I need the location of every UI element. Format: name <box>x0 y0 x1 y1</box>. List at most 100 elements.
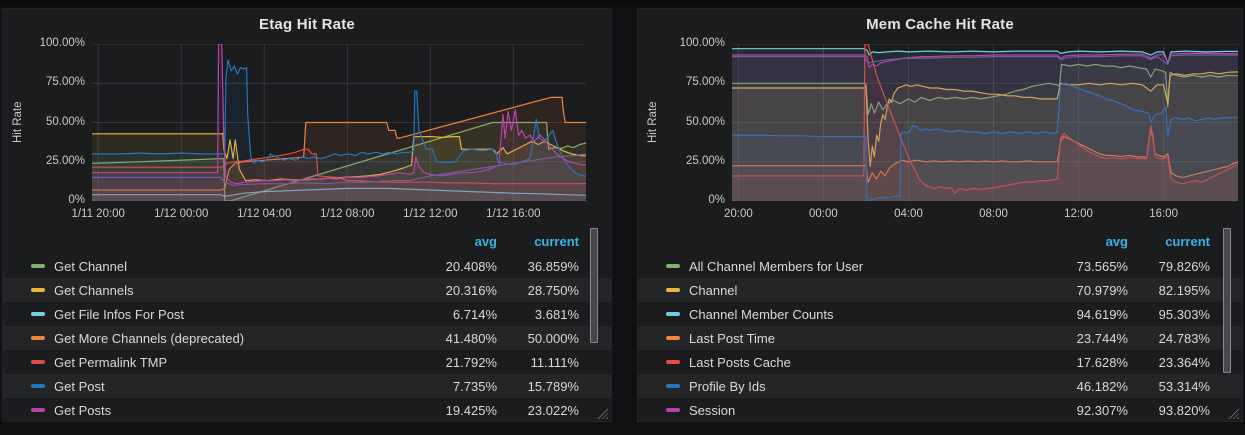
legend-color-swatch[interactable] <box>31 312 45 316</box>
legend-series-name[interactable]: Get File Infos For Post <box>54 306 185 322</box>
x-axis-tick: 1/12 04:00 <box>237 208 292 220</box>
legend-current-value: 95.303% <box>1158 306 1210 322</box>
legend-current-value: 23.022% <box>527 402 579 418</box>
legend-color-swatch[interactable] <box>31 408 45 412</box>
legend-color-swatch[interactable] <box>31 336 45 340</box>
y-axis-label: Hit Rate <box>647 101 659 144</box>
series-line <box>732 52 1238 69</box>
x-axis-tick: 1/12 00:00 <box>154 208 209 220</box>
top-strip <box>0 0 1245 5</box>
legend-series-name[interactable]: Channel <box>689 282 738 298</box>
panel-resize-handle[interactable] <box>597 408 608 419</box>
legend-header-current[interactable]: current <box>534 233 579 249</box>
legend-avg-value: 19.425% <box>445 402 497 418</box>
x-axis-tick: 1/12 12:00 <box>403 208 458 220</box>
series-line <box>92 148 586 185</box>
legend-current-value: 15.789% <box>527 378 579 394</box>
series-fill <box>732 71 1238 201</box>
x-axis-tick: 00:00 <box>809 208 838 220</box>
panel-title[interactable]: Etag Hit Rate <box>259 16 355 33</box>
legend-color-swatch[interactable] <box>666 312 680 316</box>
legend-avg-value: 94.619% <box>1076 306 1128 322</box>
legend-header-avg[interactable]: avg <box>474 233 497 249</box>
legend-series-name[interactable]: Get More Channels (deprecated) <box>54 330 245 346</box>
chart-canvas[interactable] <box>732 44 1238 201</box>
legend-color-swatch[interactable] <box>31 360 45 364</box>
series-fill <box>732 48 1238 201</box>
legend-color-swatch[interactable] <box>666 288 680 292</box>
legend-color-swatch[interactable] <box>666 384 680 388</box>
y-axis-label: Hit Rate <box>12 101 24 144</box>
legend-series-name[interactable]: Get Posts <box>54 402 112 418</box>
legend-row: Profile By Ids 46.182% 53.314% <box>638 374 1242 398</box>
panel-title[interactable]: Mem Cache Hit Rate <box>866 16 1014 33</box>
legend-current-value: 23.364% <box>1158 354 1210 370</box>
legend-scrollbar[interactable] <box>590 228 598 343</box>
legend-row: All Channel Members for User 73.565% 79.… <box>638 254 1242 278</box>
legend-current-value: 53.314% <box>1158 378 1210 394</box>
legend-color-swatch[interactable] <box>666 360 680 364</box>
series-fill <box>92 59 586 201</box>
legend-current-value: 3.681% <box>534 306 579 322</box>
legend-row: Last Post Time 23.744% 24.783% <box>638 326 1242 350</box>
legend-series-name[interactable]: Get Channel <box>54 258 127 274</box>
legend: avg current Get Channel 20.408% 36.859% … <box>3 228 611 421</box>
legend-row: Get Posts 19.425% 23.022% <box>3 398 611 421</box>
legend-header-current[interactable]: current <box>1165 233 1210 249</box>
series-line <box>732 54 1238 65</box>
legend-series-name[interactable]: All Channel Members for User <box>689 258 864 274</box>
legend-series-name[interactable]: Get Permalink TMP <box>54 354 168 370</box>
legend-header-avg[interactable]: avg <box>1105 233 1128 249</box>
legend-color-swatch[interactable] <box>31 288 45 292</box>
legend-series-name[interactable]: Get Channels <box>54 282 134 298</box>
legend-row: Get Channels 20.316% 28.750% <box>3 278 611 302</box>
legend-current-value: 24.783% <box>1158 330 1210 346</box>
series-fill <box>732 83 1238 201</box>
legend-color-swatch[interactable] <box>666 336 680 340</box>
series-fill <box>732 55 1238 201</box>
legend-header: avg current <box>638 228 1242 254</box>
legend-current-value: 28.750% <box>527 282 579 298</box>
chart-canvas[interactable] <box>92 44 586 201</box>
legend-avg-value: 23.744% <box>1076 330 1128 346</box>
legend-series-name[interactable]: Last Post Time <box>689 330 775 346</box>
x-axis-tick: 12:00 <box>1064 208 1093 220</box>
series-line <box>92 153 586 186</box>
panel-resize-handle[interactable] <box>1228 408 1239 419</box>
legend-row: Last Posts Cache 17.628% 23.364% <box>638 350 1242 374</box>
series-fill <box>732 64 1238 201</box>
legend-series-name[interactable]: Session <box>689 402 736 418</box>
legend-current-value: 50.000% <box>527 330 579 346</box>
series-fill <box>92 153 586 201</box>
x-axis-tick: 1/12 08:00 <box>320 208 375 220</box>
chart-svg <box>732 44 1238 201</box>
x-axis-tick: 1/12 16:00 <box>486 208 541 220</box>
legend-current-value: 11.111% <box>530 354 579 370</box>
series-line <box>732 44 1238 194</box>
series-fill <box>732 53 1238 201</box>
x-axis-tick: 20:00 <box>723 208 753 220</box>
legend-series-name[interactable]: Get Post <box>54 378 105 394</box>
legend-series-name[interactable]: Profile By Ids <box>689 378 766 394</box>
series-line <box>92 187 586 197</box>
legend: avg current All Channel Members for User… <box>638 228 1242 421</box>
legend-row: Get Channel 20.408% 36.859% <box>3 254 611 278</box>
legend-avg-value: 92.307% <box>1076 402 1128 418</box>
legend-avg-value: 73.565% <box>1076 258 1128 274</box>
legend-avg-value: 70.979% <box>1076 282 1128 298</box>
legend-series-name[interactable]: Last Posts Cache <box>689 354 791 370</box>
series-line <box>92 44 586 185</box>
legend-color-swatch[interactable] <box>666 408 680 412</box>
series-line <box>732 128 1238 183</box>
legend-avg-value: 21.792% <box>445 354 497 370</box>
legend-color-swatch[interactable] <box>31 384 45 388</box>
legend-color-swatch[interactable] <box>31 264 45 268</box>
series-line <box>92 121 586 201</box>
legend-series-name[interactable]: Channel Member Counts <box>689 306 834 322</box>
legend-scrollbar[interactable] <box>1223 228 1231 373</box>
legend-color-swatch[interactable] <box>666 264 680 268</box>
x-axis-tick: 04:00 <box>894 208 923 220</box>
legend-current-value: 36.859% <box>527 258 579 274</box>
series-line <box>732 82 1238 201</box>
chart-svg <box>92 44 586 201</box>
